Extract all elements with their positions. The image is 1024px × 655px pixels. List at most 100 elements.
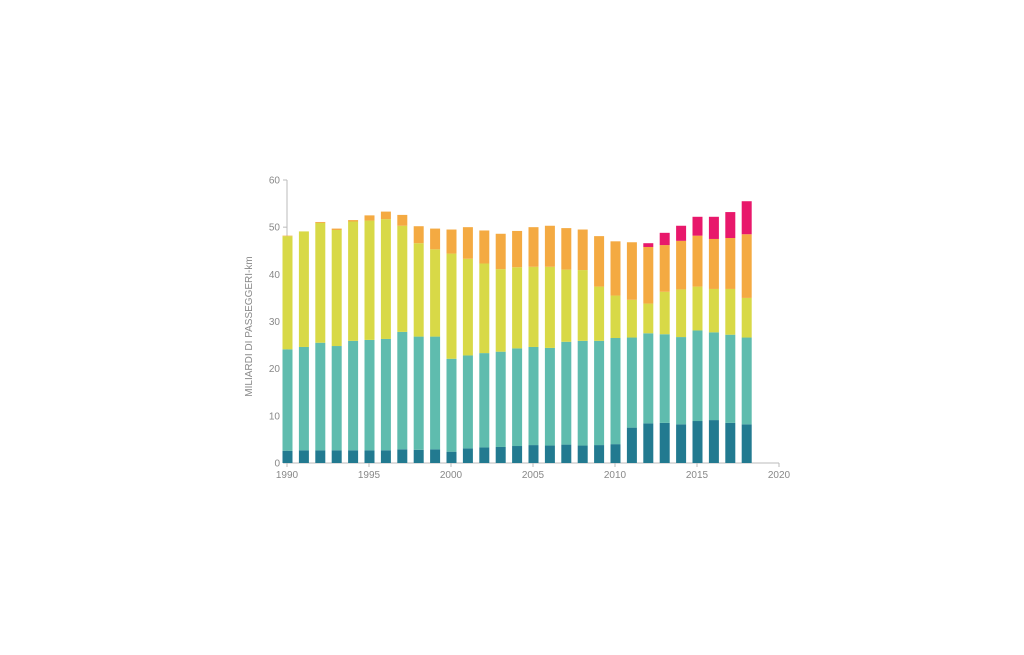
bar-segment-series2 [381, 339, 391, 450]
bar-segment-series1 [611, 444, 621, 463]
bar-segment-series2 [348, 341, 358, 450]
bar-segment-series4 [414, 226, 424, 243]
bar-segment-series1 [512, 446, 522, 463]
bar-segment-series4 [709, 239, 719, 289]
bar-segment-series1 [594, 445, 604, 463]
bar-segment-series1 [676, 424, 686, 463]
bar-segment-series2 [414, 337, 424, 450]
bar-segment-series5 [660, 233, 670, 245]
bar-segment-series3 [365, 221, 375, 340]
bar-segment-series3 [381, 219, 391, 339]
bar-segment-series4 [332, 229, 342, 230]
bar-segment-series5 [676, 226, 686, 241]
x-tick-label: 2010 [604, 470, 627, 481]
bar-segment-series4 [725, 238, 735, 289]
bar-segment-series3 [414, 243, 424, 336]
bar-segment-series1 [299, 450, 309, 463]
bar-segment-series3 [332, 230, 342, 346]
bar-segment-series5 [693, 217, 703, 236]
bar-segment-series5 [643, 243, 653, 247]
bar-segment-series2 [561, 342, 571, 445]
bar-segment-series1 [709, 420, 719, 463]
bar-segment-series2 [627, 338, 637, 428]
bar-segment-series3 [660, 292, 670, 334]
bar-segment-series3 [299, 231, 309, 347]
bar-segment-series4 [463, 227, 473, 259]
bar-segment-series4 [594, 236, 604, 286]
bar-segment-series4 [430, 229, 440, 250]
bar-segment-series4 [676, 241, 686, 290]
bar-segment-series1 [315, 450, 325, 463]
y-tick-label: 30 [269, 317, 281, 328]
bar-segment-series1 [693, 421, 703, 463]
bar-segment-series1 [332, 450, 342, 463]
bar-segment-series1 [414, 450, 424, 463]
bar-segment-series3 [725, 289, 735, 335]
bar-segment-series3 [463, 259, 473, 356]
bar-segment-series4 [578, 230, 588, 271]
bar-segment-series3 [742, 298, 752, 338]
bar-segment-series1 [529, 445, 539, 463]
bar-segment-series2 [725, 335, 735, 423]
bar-segment-series1 [348, 450, 358, 463]
bar-segment-series2 [397, 332, 407, 449]
bar-segment-series4 [643, 247, 653, 304]
bar-segment-series4 [447, 230, 457, 254]
bar-segment-series2 [365, 340, 375, 450]
bar-segment-series2 [315, 343, 325, 451]
bar-segment-series1 [430, 449, 440, 463]
bar-segment-series1 [742, 424, 752, 463]
bar-segment-series3 [578, 270, 588, 341]
x-tick-label: 2005 [522, 470, 545, 481]
bar-segment-series4 [397, 215, 407, 226]
bar-segment-series1 [578, 446, 588, 463]
bar-segment-series1 [381, 450, 391, 463]
bar-segment-series4 [693, 236, 703, 287]
bar-segment-series3 [611, 296, 621, 338]
bar-segment-series2 [447, 359, 457, 452]
bar-segment-series4 [561, 228, 571, 270]
bar-segment-series5 [742, 201, 752, 234]
bar-segment-series3 [545, 267, 555, 348]
bar-segment-series1 [561, 445, 571, 463]
bar-segment-series2 [430, 337, 440, 450]
x-tick-label: 1990 [276, 470, 299, 481]
bar-segment-series1 [660, 423, 670, 463]
x-tick-label: 2000 [440, 470, 463, 481]
bar-segment-series3 [627, 300, 637, 338]
bar-segment-series2 [463, 355, 473, 448]
x-tick-label: 2020 [768, 470, 791, 481]
bar-segment-series4 [479, 230, 489, 263]
y-tick-label: 0 [274, 459, 280, 470]
bar-segment-series3 [512, 267, 522, 348]
bar-segment-series1 [479, 447, 489, 463]
bar-segment-series4 [742, 234, 752, 298]
bar-segment-series2 [299, 347, 309, 450]
bar-segment-series2 [693, 330, 703, 421]
bar-segment-series2 [660, 334, 670, 423]
bar-segment-series2 [545, 348, 555, 446]
bar-segment-series4 [611, 241, 621, 295]
bar-segment-series1 [463, 448, 473, 463]
bar-segment-series3 [693, 287, 703, 331]
bar-segment-series1 [545, 446, 555, 463]
bar-segment-series1 [496, 447, 506, 463]
bar-segment-series4 [348, 220, 358, 221]
bar-segment-series3 [315, 223, 325, 343]
y-tick-label: 40 [269, 270, 281, 281]
bar-segment-series1 [397, 449, 407, 463]
bar-segment-series2 [676, 337, 686, 424]
y-tick-label: 50 [269, 223, 281, 234]
bar-segment-series1 [643, 423, 653, 463]
bar-segment-series4 [315, 222, 325, 223]
bar-segment-series4 [365, 215, 375, 220]
bar-segment-series3 [594, 287, 604, 341]
bar-segment-series2 [611, 338, 621, 444]
bar-segment-series4 [496, 234, 506, 269]
bar-segment-series3 [397, 226, 407, 332]
x-tick-label: 1995 [358, 470, 381, 481]
bar-segment-series2 [578, 341, 588, 446]
